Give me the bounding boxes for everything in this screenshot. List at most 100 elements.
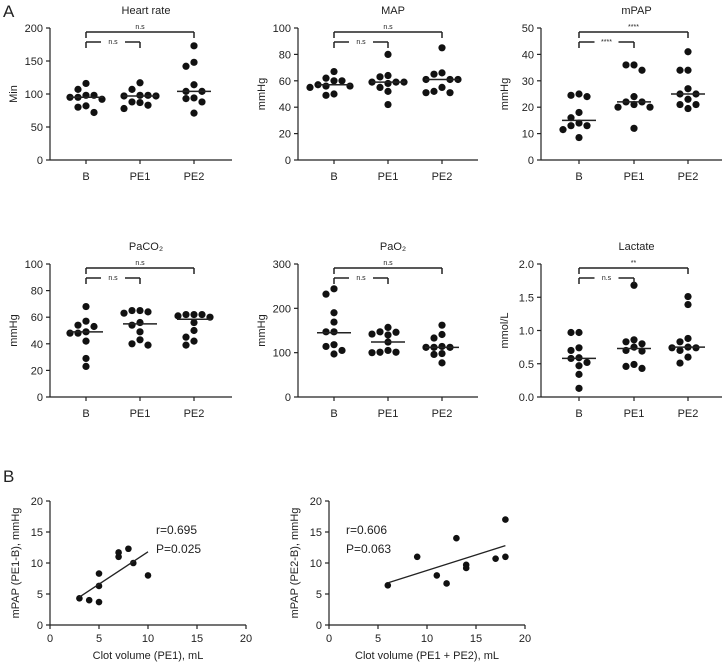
data-point <box>174 312 182 320</box>
data-point <box>384 50 392 59</box>
data-point <box>438 321 446 329</box>
chart-title: Heart rate <box>122 5 171 17</box>
y-tick-label: 10 <box>310 558 322 570</box>
x-tick-label: 5 <box>375 633 381 645</box>
y-axis-label: mmol/L <box>499 312 511 348</box>
data-point <box>198 98 206 106</box>
y-tick-label: 50 <box>31 122 43 134</box>
correlation-annotation: r=0.695 <box>156 523 197 537</box>
data-point <box>182 333 190 341</box>
data-point <box>66 329 74 337</box>
data-point <box>384 79 392 88</box>
data-point <box>322 290 330 298</box>
data-point <box>630 281 638 289</box>
data-point <box>338 77 346 85</box>
x-tick-label: PE1 <box>130 171 151 183</box>
data-point <box>583 122 591 130</box>
data-point <box>128 85 136 93</box>
data-point <box>85 596 93 604</box>
regression-line <box>387 545 506 584</box>
data-point <box>190 337 198 345</box>
data-point <box>338 346 346 355</box>
data-point <box>182 95 190 103</box>
data-point <box>376 348 384 356</box>
data-point <box>128 340 136 348</box>
data-point <box>575 362 583 370</box>
data-point <box>115 549 122 556</box>
y-tick-label: 60 <box>279 76 291 88</box>
x-tick-label: B <box>575 408 582 420</box>
data-point <box>438 342 446 351</box>
data-point <box>95 570 103 577</box>
x-tick-label: 20 <box>519 633 531 645</box>
y-tick-label: 5 <box>37 589 43 601</box>
data-point <box>330 90 338 98</box>
y-tick-label: 100 <box>25 259 43 271</box>
data-point <box>384 100 392 109</box>
chart-title: mPAP <box>621 5 651 17</box>
data-point <box>136 306 144 315</box>
data-point <box>95 598 103 606</box>
data-point <box>190 94 198 102</box>
data-point <box>630 100 638 109</box>
data-point <box>684 66 692 74</box>
comparison-label: n.s <box>108 39 118 46</box>
data-point <box>384 346 392 355</box>
data-point <box>190 310 198 319</box>
x-tick-label: 10 <box>142 633 154 645</box>
data-point <box>676 338 684 346</box>
y-tick-label: 0 <box>37 392 43 404</box>
y-axis-label: mPAP (PE2-B), mmHg <box>289 508 301 619</box>
y-tick-label: 100 <box>273 348 291 360</box>
data-point <box>567 328 575 337</box>
y-tick-label: 30 <box>522 76 534 88</box>
data-point <box>384 331 392 339</box>
comparison-label: n.s <box>602 275 612 282</box>
data-point <box>130 559 137 567</box>
comparison-label: **** <box>628 24 639 31</box>
comparison-label: n.s <box>383 24 393 31</box>
y-tick-label: 40 <box>522 49 534 61</box>
data-point <box>330 328 338 336</box>
panel-label-a: A <box>3 2 15 21</box>
data-point <box>638 66 646 74</box>
data-point <box>136 79 144 87</box>
x-axis-label: Clot volume (PE1), mL <box>93 650 204 662</box>
data-point <box>575 384 583 392</box>
data-point <box>198 310 206 319</box>
y-tick-label: 15 <box>310 527 322 539</box>
y-axis-label: mmHg <box>499 78 511 110</box>
data-point <box>462 564 470 572</box>
data-point <box>630 124 638 132</box>
data-point <box>346 82 354 90</box>
data-point <box>330 285 338 293</box>
data-point <box>376 83 384 91</box>
chart-title: Lactate <box>618 241 654 253</box>
x-tick-label: B <box>330 171 337 183</box>
x-tick-label: 20 <box>240 633 252 645</box>
data-point <box>82 79 90 88</box>
data-point <box>128 306 136 315</box>
data-point <box>368 330 376 338</box>
data-point <box>575 328 583 337</box>
correlation-annotation: r=0.606 <box>346 523 387 537</box>
y-tick-label: 20 <box>310 496 322 508</box>
x-tick-label: PE2 <box>678 408 699 420</box>
data-point <box>684 104 692 113</box>
data-point <box>438 330 446 339</box>
data-point <box>622 338 630 346</box>
data-point <box>575 108 583 117</box>
data-point <box>676 66 684 74</box>
data-point <box>322 342 330 351</box>
data-point <box>330 341 338 349</box>
data-point <box>120 104 128 113</box>
comparison-label: n.s <box>356 39 366 46</box>
comparison-label: n.s <box>135 260 145 267</box>
data-point <box>438 83 446 91</box>
data-point <box>120 309 128 317</box>
data-point <box>676 359 684 367</box>
y-tick-label: 2.0 <box>519 259 534 271</box>
data-point <box>82 317 90 325</box>
data-point <box>322 74 330 82</box>
